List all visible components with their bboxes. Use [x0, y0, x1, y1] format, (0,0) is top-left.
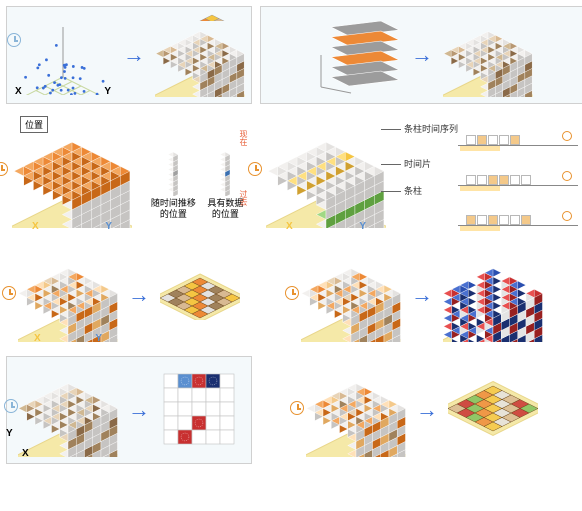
timeline [458, 200, 578, 226]
flat-tile [160, 270, 240, 320]
panel-cube-to-diamond: → [260, 356, 582, 464]
scatter-3d: X Y [13, 15, 113, 95]
panel-banded-cube: X Y 现在 过去 条柱时间序列 时间片 条柱 [260, 112, 582, 234]
voxel-cube-colored [301, 248, 401, 342]
cube-banded: X Y 现在 过去 条柱时间序列 时间片 条柱 [266, 118, 386, 228]
axis-x: X [15, 86, 22, 97]
arrow-icon: → [416, 397, 438, 423]
axis-y: Y [104, 86, 111, 97]
arrow-icon: → [128, 397, 150, 423]
clock-icon [4, 399, 18, 413]
axis-x: X [34, 333, 41, 344]
label-now: 现在 [238, 130, 249, 146]
label-past: 过去 [238, 190, 249, 206]
clock-icon [7, 33, 21, 47]
axis-x: X [32, 221, 39, 232]
callout-bar: 条柱 [381, 184, 458, 197]
axis-y: Y [6, 428, 13, 439]
column-pair: 随时间推移 的位置 具有数据 的位置 [150, 126, 246, 220]
matrix-grid [160, 370, 240, 450]
panel-cube-to-matrix: X Y → [6, 356, 252, 464]
diamond-grid [448, 380, 538, 440]
timeline [458, 160, 578, 186]
layer-stack [311, 15, 401, 95]
voxel-cube-colored: X Y [18, 248, 118, 342]
panel-cube-to-rbcube: → [260, 242, 582, 348]
callout-series: 条柱时间序列 [381, 122, 458, 135]
axis-y: Y [95, 333, 102, 344]
figure-grid: X Y → → X Y 位置 随时间推移 的位置 [0, 0, 582, 470]
axis-x: X [22, 448, 29, 459]
voxel-cube-colored [306, 363, 406, 457]
panel-position-columns: X Y 位置 随时间推移 的位置 具有数据 的位置 [6, 112, 252, 234]
voxel-cube-tan: X Y [18, 363, 118, 457]
timeline-stack [458, 120, 578, 226]
arrow-icon: → [128, 282, 150, 308]
axis-y: Y [359, 221, 366, 232]
callout-slice: 时间片 [381, 157, 458, 170]
voxel-cube-tan [155, 13, 245, 97]
label-position: 位置 [20, 116, 48, 133]
timeline [458, 120, 578, 146]
col1-caption: 随时间推移 的位置 [150, 198, 197, 220]
arrow-icon: → [123, 42, 145, 68]
axis-y: Y [105, 221, 112, 232]
clock-icon [290, 401, 304, 415]
clock-icon [248, 162, 262, 176]
arrow-icon: → [411, 42, 433, 68]
clock-icon [2, 286, 16, 300]
axis-x: X [286, 221, 293, 232]
panel-cube-to-tile: X Y → [6, 242, 252, 348]
panel-layers-to-cube: → [260, 6, 582, 104]
clock-icon [285, 286, 299, 300]
arrow-icon: → [411, 282, 433, 308]
cube-rb [443, 248, 543, 342]
voxel-cube-tan [443, 13, 533, 97]
clock-icon [0, 162, 8, 176]
cube-orange-top: X Y 位置 [12, 118, 132, 228]
panel-scatter-to-cube: X Y → [6, 6, 252, 104]
